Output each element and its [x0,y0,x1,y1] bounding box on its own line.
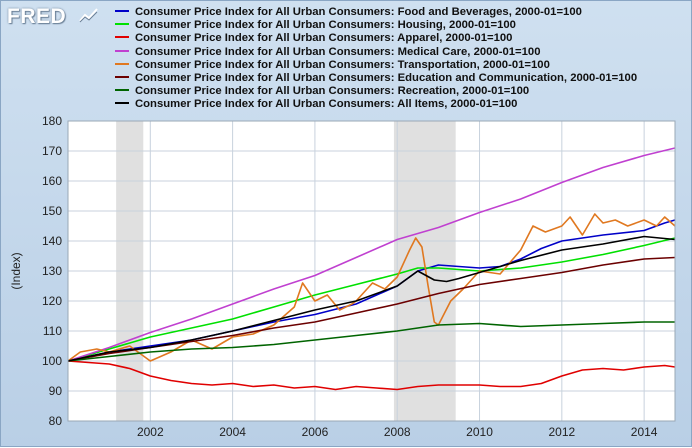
y-tick-label: 80 [49,414,63,428]
legend-item: Consumer Price Index for All Urban Consu… [115,85,637,98]
legend-swatch [115,49,129,52]
legend-swatch [115,75,129,78]
y-tick-label: 90 [49,384,63,398]
legend-item: Consumer Price Index for All Urban Consu… [115,72,637,85]
legend-label: Consumer Price Index for All Urban Consu… [135,19,516,32]
legend-item: Consumer Price Index for All Urban Consu… [115,6,637,19]
legend-label: Consumer Price Index for All Urban Consu… [135,45,541,58]
y-tick-label: 110 [43,324,62,338]
y-tick-label: 170 [42,144,62,158]
legend: Consumer Price Index for All Urban Consu… [115,6,637,112]
legend-swatch [115,62,129,65]
y-tick-label: 150 [42,204,62,218]
series-line [67,147,676,362]
legend-swatch [115,36,129,39]
legend-item: Consumer Price Index for All Urban Consu… [115,98,637,111]
y-tick-label: 140 [42,234,62,248]
x-tick-label: 2008 [384,425,411,439]
x-tick-label: 2002 [137,425,164,439]
series-line [67,360,676,391]
series-lines [67,147,676,391]
fred-logo: FRED [7,5,67,28]
y-tick-label: 100 [42,354,62,368]
axes: 80 90 100 110 120 130 140 150 160 170 180 2002 2004 2… [42,114,676,439]
x-tick-label: 2004 [219,425,246,439]
legend-label: Consumer Price Index for All Urban Consu… [135,71,638,84]
legend-swatch [115,89,129,92]
y-tick-label: 160 [42,174,62,188]
legend-item: Consumer Price Index for All Urban Consu… [115,32,637,45]
y-axis-label: (Index) [9,252,23,289]
legend-label: Consumer Price Index for All Urban Consu… [135,85,530,98]
y-tick-label: 130 [42,264,62,278]
legend-label: Consumer Price Index for All Urban Consu… [135,58,550,71]
legend-label: Consumer Price Index for All Urban Consu… [135,6,582,18]
series-line [67,235,676,362]
x-tick-label: 2014 [631,425,658,439]
fred-graph-icon [79,8,98,23]
x-tick-label: 2006 [302,425,329,439]
legend-swatch [115,102,129,105]
legend-item: Consumer Price Index for All Urban Consu… [115,46,637,59]
x-tick-label: 2010 [466,425,493,439]
legend-label: Consumer Price Index for All Urban Consu… [135,32,513,45]
y-tick-label: 120 [42,294,62,308]
series-line [67,321,675,362]
legend-label: Consumer Price Index for All Urban Consu… [135,98,518,111]
legend-swatch [115,23,129,26]
plot-border [67,120,676,422]
legend-swatch [115,10,129,13]
x-tick-label: 2012 [548,425,575,439]
legend-item: Consumer Price Index for All Urban Consu… [115,19,637,32]
series-line [67,237,676,362]
y-tick-label: 180 [42,114,62,128]
legend-item: Consumer Price Index for All Urban Consu… [115,59,637,72]
series-line [67,213,676,362]
